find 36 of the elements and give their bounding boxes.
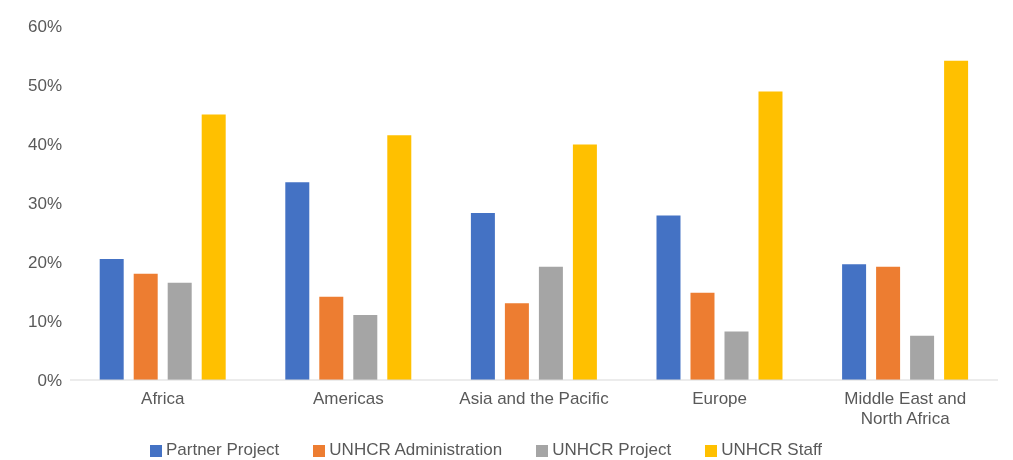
bar — [724, 331, 749, 380]
bar — [842, 264, 867, 380]
x-tick-label: Americas — [312, 389, 384, 408]
y-tick-label: 30% — [27, 194, 62, 214]
bar — [944, 60, 969, 380]
bar — [167, 282, 192, 380]
bar — [690, 292, 715, 380]
y-tick-label: 20% — [27, 253, 62, 273]
bar — [201, 114, 226, 380]
y-tick-label: 50% — [27, 76, 62, 96]
bar — [538, 266, 563, 380]
bar — [133, 273, 158, 380]
x-tick-label: Asia and the Pacific — [459, 389, 610, 408]
bar — [758, 91, 783, 380]
bar — [470, 213, 495, 380]
legend-label: UNHCR Project — [552, 440, 672, 459]
legend-label: Partner Project — [165, 440, 280, 459]
bar — [504, 303, 529, 380]
bar — [572, 144, 597, 380]
y-tick-label: 60% — [27, 17, 62, 37]
x-tick-label: Europe — [692, 389, 748, 408]
bar — [319, 296, 344, 380]
x-tick-label: Africa — [141, 389, 186, 408]
legend-label: UNHCR Administration — [329, 440, 503, 459]
y-tick-label: 10% — [27, 312, 62, 332]
bar — [99, 259, 124, 380]
x-tick-label: Middle East and North Africa — [844, 389, 967, 428]
bar — [876, 266, 901, 380]
bar — [285, 182, 310, 380]
bar — [353, 315, 378, 380]
y-tick-label: 0% — [37, 371, 62, 391]
bar — [387, 135, 412, 380]
bar — [656, 215, 681, 380]
legend-label: UNHCR Staff — [721, 440, 823, 459]
y-tick-label: 40% — [27, 135, 62, 155]
bar — [910, 335, 935, 380]
